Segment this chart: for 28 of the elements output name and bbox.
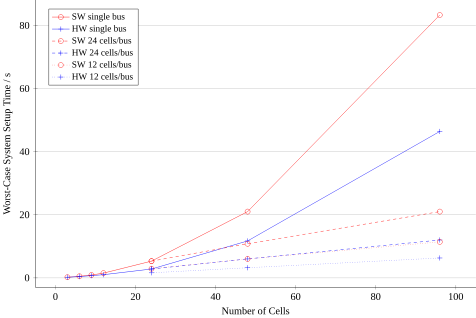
x-axis-title: Number of Cells — [222, 307, 290, 314]
point — [244, 238, 250, 244]
y-tick-label: 80 — [20, 22, 30, 30]
legend-label: HW 24 cells/bus — [72, 49, 133, 56]
point — [437, 128, 443, 134]
point — [244, 265, 250, 271]
point — [437, 255, 443, 261]
legend-label: SW single bus — [72, 13, 125, 22]
y-tick-label: 60 — [20, 85, 30, 92]
point — [437, 208, 443, 214]
y-axis-title: Worst-Case System Setup Time / s — [3, 73, 12, 215]
y-tick-label: 40 — [20, 148, 30, 156]
x-tick-label: 60 — [290, 293, 300, 300]
x-tick-label: 0 — [53, 293, 58, 300]
y-tick-label: 20 — [20, 211, 30, 218]
x-tick-label: 20 — [130, 293, 140, 300]
point — [244, 241, 250, 247]
x-tick-label: 100 — [449, 293, 464, 300]
legend-label: SW 12 cells/bus — [72, 61, 132, 68]
y-tick-label: 0 — [24, 274, 30, 282]
x-tick-label: 40 — [210, 293, 220, 300]
legend-label: SW 24 cells/bus — [72, 37, 132, 44]
point — [244, 208, 250, 214]
point — [437, 12, 443, 18]
point — [148, 270, 154, 276]
x-tick-label: 80 — [370, 293, 380, 300]
legend-label: HW single bus — [72, 25, 126, 34]
legend-label: HW 12 cells/bus — [72, 73, 133, 80]
